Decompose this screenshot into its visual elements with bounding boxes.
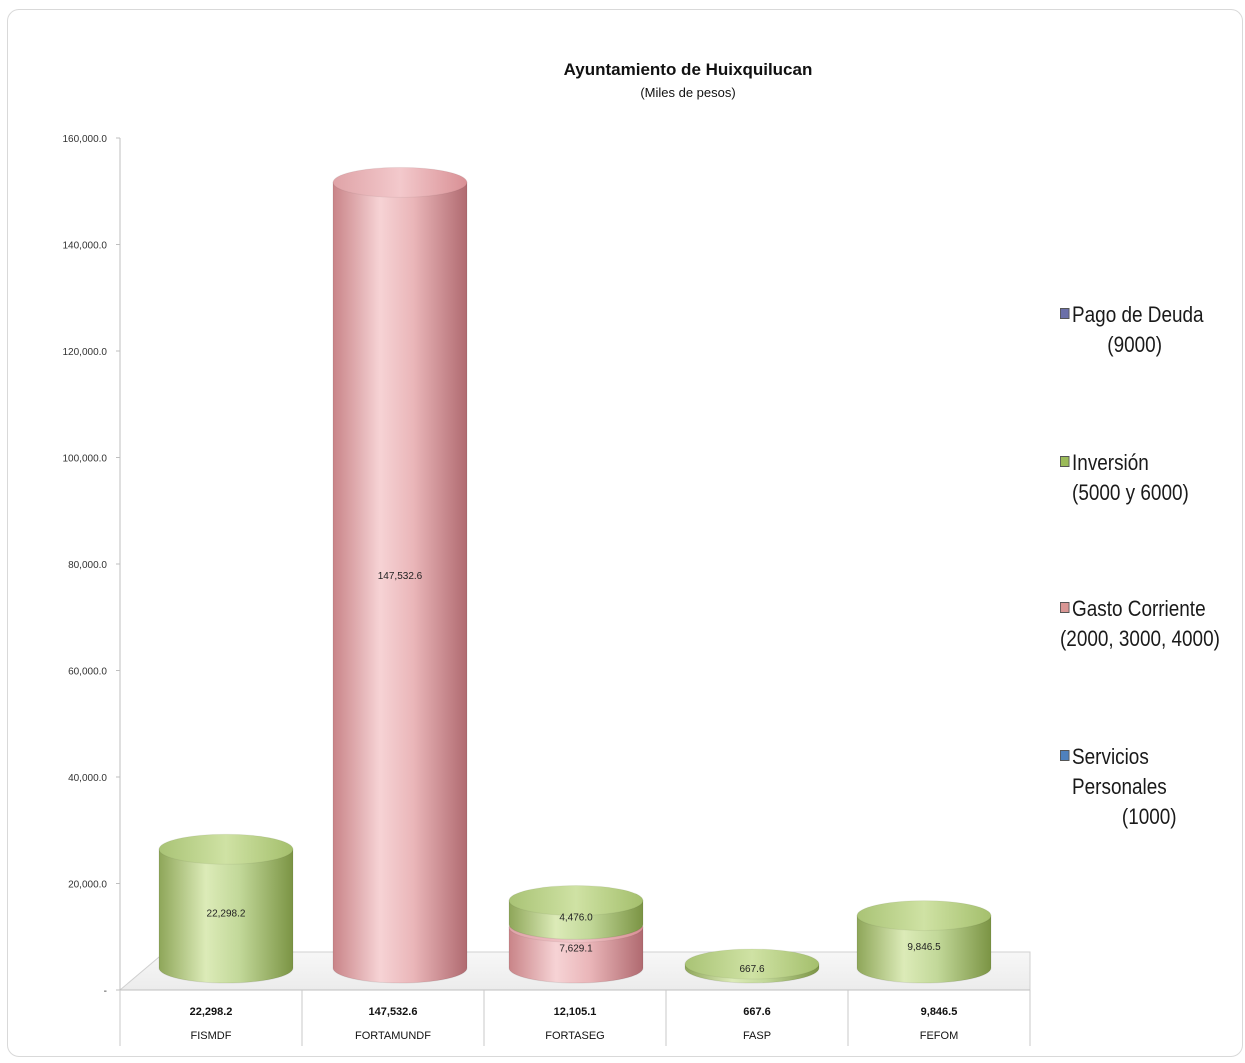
y-tick-label: 20,000.0 <box>68 880 107 891</box>
bar-inversion <box>158 833 294 984</box>
legend-label-line: (5000 y 6000) <box>1072 480 1189 505</box>
legend-item: Gasto Corriente (2000, 3000, 4000) <box>1060 594 1220 654</box>
category-label: FORTASEG <box>545 1030 605 1042</box>
y-tick-label: - <box>104 986 107 997</box>
bar-inversion-top <box>158 833 294 865</box>
legend-label-line: (2000, 3000, 4000) <box>1060 626 1220 651</box>
legend-item: Pago de Deuda (9000) <box>1060 300 1219 360</box>
bar-gasto-corriente-body <box>508 926 644 984</box>
category-label: FASP <box>743 1030 771 1042</box>
legend-label: Servicios <box>1072 744 1149 769</box>
bar-inversion-body <box>856 915 992 984</box>
legend-label: Pago de Deuda <box>1072 302 1204 327</box>
category-label: FORTAMUNDF <box>355 1030 431 1042</box>
y-tick-label: 60,000.0 <box>68 667 107 678</box>
category-label: FEFOM <box>920 1030 959 1042</box>
category-label: FISMDF <box>191 1030 232 1042</box>
bar-inversion-body <box>158 848 294 984</box>
legend-label: Gasto Corriente <box>1072 596 1206 621</box>
chart-subtitle: (Miles de pesos) <box>640 85 735 100</box>
legend-item: Inversión (5000 y 6000) <box>1060 448 1219 508</box>
legend-label-line: (1000) <box>1121 804 1177 829</box>
y-tick-label: 40,000.0 <box>68 773 107 784</box>
data-label: 4,476.0 <box>559 912 593 923</box>
data-label: 147,532.6 <box>378 571 423 582</box>
data-label: 667.6 <box>739 964 764 975</box>
bar-inversion-top <box>508 885 644 917</box>
data-label: 22,298.2 <box>207 909 246 920</box>
category-total: 12,105.1 <box>554 1006 597 1018</box>
legend-label-line: Personales <box>1072 774 1167 799</box>
legend-label-line: (9000) <box>1107 332 1162 357</box>
bar-inversion <box>856 900 992 984</box>
bar-gasto-corriente-top <box>332 166 468 198</box>
y-tick-label: 120,000.0 <box>63 347 108 358</box>
legend-swatch <box>1060 455 1070 467</box>
category-total: 667.6 <box>743 1006 771 1018</box>
legend-swatch <box>1060 749 1070 761</box>
legend-label: Inversión <box>1072 450 1149 475</box>
y-tick-label: 80,000.0 <box>68 560 107 571</box>
legend-swatch <box>1060 307 1070 319</box>
legend-item: Servicios Personales (1000) <box>1060 742 1219 832</box>
legend-swatch <box>1060 601 1070 613</box>
category-total: 22,298.2 <box>190 1006 233 1018</box>
bar-gasto-corriente-body <box>332 181 468 984</box>
bar-inversion <box>508 885 644 940</box>
chart-title: Ayuntamiento de Huixquilucan <box>564 60 813 79</box>
bar-gasto-corriente <box>332 166 468 984</box>
category-total: 147,532.6 <box>369 1006 418 1018</box>
category-total: 9,846.5 <box>921 1006 958 1018</box>
data-label: 7,629.1 <box>559 944 593 955</box>
data-label: 9,846.5 <box>907 942 941 953</box>
y-tick-label: 100,000.0 <box>63 454 108 465</box>
bar-inversion <box>684 948 820 984</box>
bar-inversion-top <box>684 948 820 980</box>
bar-inversion-top <box>856 900 992 932</box>
y-tick-label: 160,000.0 <box>63 134 108 145</box>
y-tick-label: 140,000.0 <box>63 241 108 252</box>
